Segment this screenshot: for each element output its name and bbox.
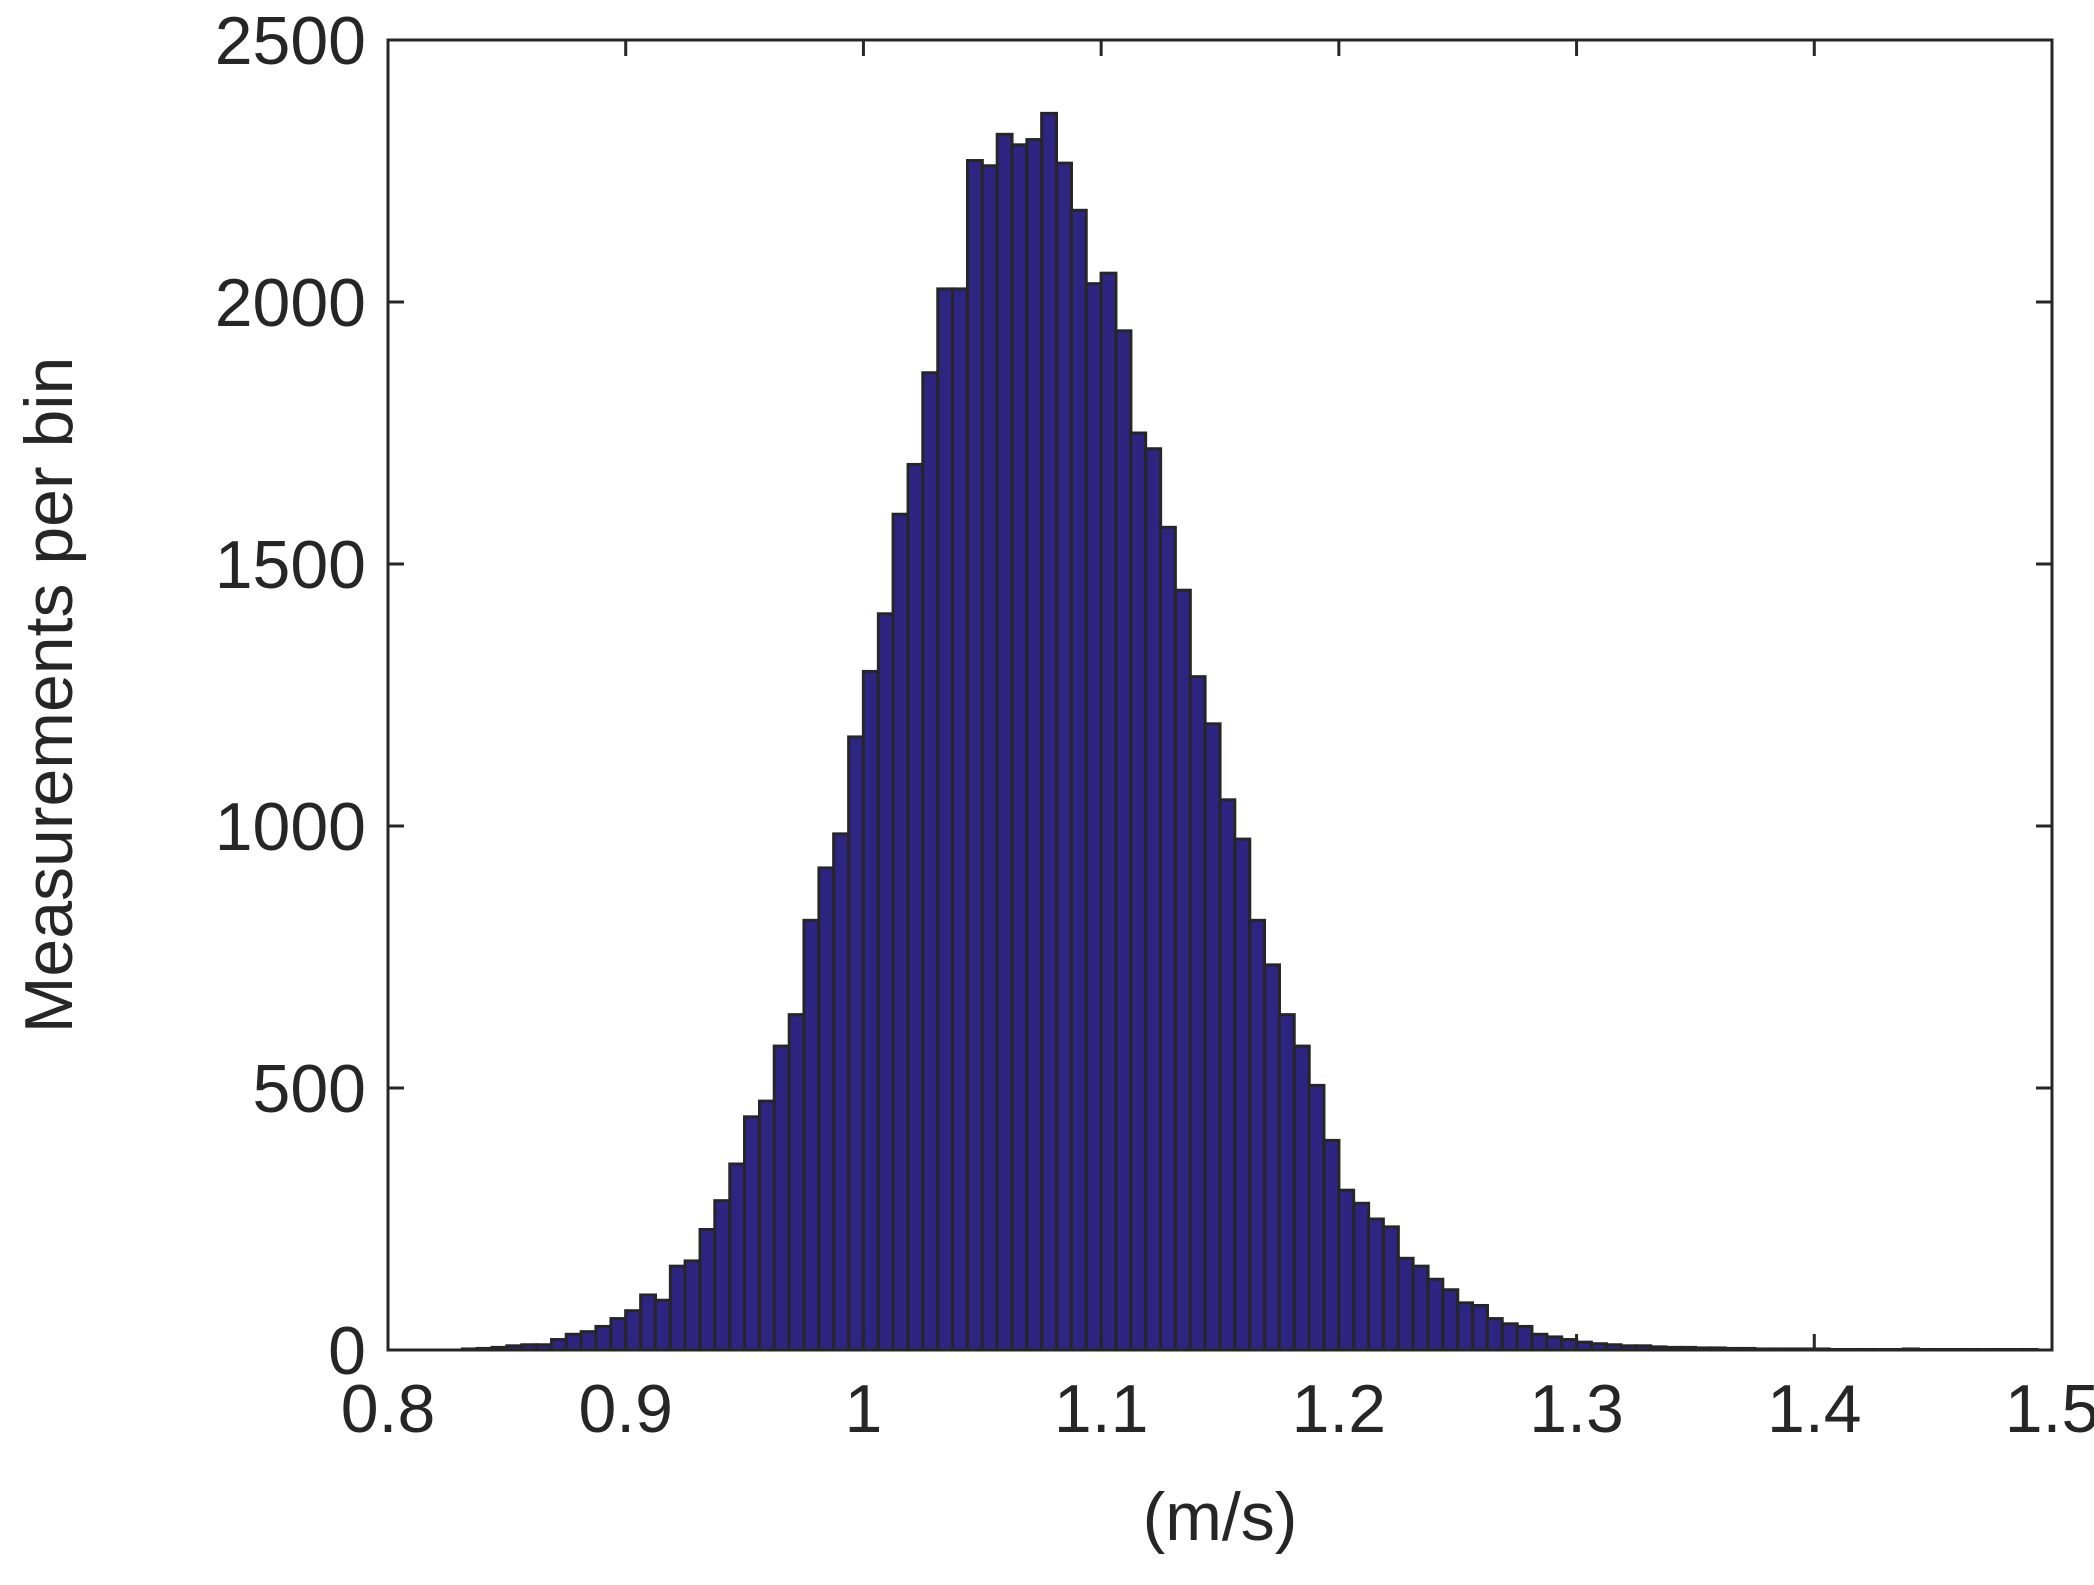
histogram-bar [1173,588,1192,1352]
histogram-bar [1099,271,1118,1352]
histogram-bar [772,1044,791,1352]
histogram-bar [1560,1338,1579,1352]
histogram-bar [891,512,910,1352]
histogram-bar [1277,1013,1296,1352]
histogram-bar [653,1298,672,1352]
histogram-bar [1456,1301,1475,1352]
histogram-bar [579,1330,598,1352]
x-tick-label: 1.3 [1529,1371,1624,1447]
histogram-bar [980,164,999,1352]
x-tick-label: 0.8 [341,1371,436,1447]
y-tick-label: 2500 [215,3,366,79]
histogram-bar [1352,1201,1371,1352]
histogram-bar [1485,1317,1504,1352]
histogram-bar [1381,1225,1400,1352]
histogram-bar [757,1099,776,1352]
histogram-bar [951,287,969,1352]
histogram-bar [936,287,955,1352]
histogram-bar [1545,1335,1564,1352]
histogram-bar [1248,918,1267,1352]
histogram-bar [1441,1288,1460,1352]
histogram-bar [594,1324,613,1352]
histogram-bar [1307,1083,1326,1352]
histogram-bar [1411,1264,1430,1352]
histogram-bar [921,371,940,1352]
histogram-bar [1144,447,1163,1352]
histogram-bar [906,462,925,1352]
bars-group [460,111,2039,1352]
histogram-bar [1530,1332,1549,1352]
histogram-bar [1084,282,1103,1352]
histogram-bar [1292,1044,1311,1352]
histogram-bar [802,918,821,1352]
histogram-bar [1367,1217,1385,1352]
x-tick-label: 1 [845,1371,883,1447]
histogram-bar [609,1317,628,1352]
y-tick-label: 500 [253,1051,366,1127]
histogram-bar [683,1259,702,1352]
x-tick-label: 1.5 [2005,1371,2094,1447]
histogram-bar [564,1332,583,1352]
y-tick-label: 0 [328,1313,366,1389]
y-tick-label: 1500 [215,527,366,603]
histogram-bar [1218,798,1237,1352]
histogram-bar [1114,329,1133,1352]
x-tick-label: 1.2 [1292,1371,1387,1447]
histogram-bar [668,1264,687,1352]
histogram-bar [1337,1188,1356,1352]
histogram-bar [1129,431,1148,1352]
histogram-bar [1159,525,1177,1352]
histogram-bar [549,1338,568,1352]
histogram-bar [1203,722,1222,1352]
histogram-bar [713,1199,732,1352]
histogram-bar [1426,1277,1445,1352]
y-tick-label: 2000 [215,265,366,341]
histogram-bar [861,669,880,1352]
y-axis-title: Measurements per bin [11,357,87,1034]
histogram-bar [1471,1303,1489,1352]
histogram-bar [1263,963,1281,1352]
histogram-bar [787,1013,806,1352]
histogram-bar [995,132,1014,1352]
histogram-bar [1322,1138,1341,1352]
x-tick-label: 0.9 [578,1371,673,1447]
x-tick-label: 1.4 [1767,1371,1862,1447]
histogram-bar [817,866,836,1352]
histogram-bar [698,1227,717,1352]
histogram-bar [743,1115,761,1352]
histogram-bar [876,612,895,1352]
histogram-bar [1025,138,1044,1352]
histogram-bar [832,832,851,1352]
histogram-bar [1040,111,1059,1352]
histogram-bar [965,159,984,1352]
histogram-bar [847,735,865,1352]
histogram-bar [1188,675,1207,1352]
histogram-bar [1515,1324,1534,1352]
histogram-bar [1069,208,1088,1352]
histogram-bar [639,1293,657,1352]
histogram-bar [1233,837,1252,1352]
histogram-bar [624,1309,643,1352]
histogram-bar [1396,1256,1415,1352]
histogram-bar [1055,161,1073,1352]
histogram-bar [1500,1322,1519,1352]
plot-frame [386,38,2054,1352]
y-tick-label: 1000 [215,789,366,865]
histogram-bar [1010,143,1029,1352]
x-tick-label: 1.1 [1054,1371,1149,1447]
histogram-bar [728,1162,747,1352]
x-axis-title: (m/s) [1143,1479,1298,1555]
tick-labels-group: 0.8 0.9 1 1.1 1.2 1.3 1.4 1.5 0 500 1000 1500 2000 25… [215,3,2094,1447]
